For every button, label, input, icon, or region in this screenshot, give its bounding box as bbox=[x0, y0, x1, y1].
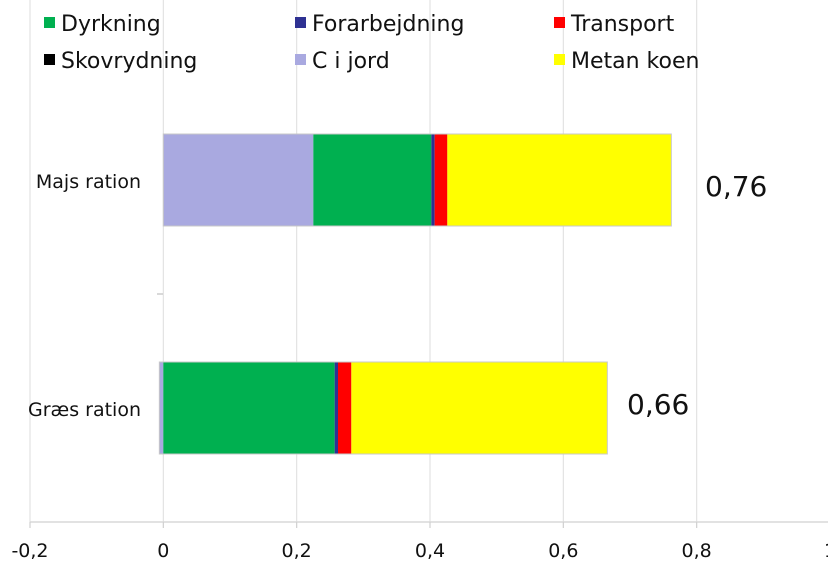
total-labels: 0,76 0,66 bbox=[627, 170, 767, 421]
legend-label: Dyrkning bbox=[61, 12, 161, 37]
legend-swatch bbox=[44, 17, 55, 28]
bar-segment bbox=[434, 134, 448, 226]
x-tick-label: 0,2 bbox=[282, 540, 312, 562]
category-labels: Majs ration Græs ration bbox=[28, 171, 141, 421]
bar-segment bbox=[431, 134, 435, 226]
bar-segment bbox=[159, 362, 164, 454]
legend-label: Forarbejdning bbox=[312, 12, 464, 37]
legend-swatch bbox=[295, 17, 306, 28]
legend-label: Metan koen bbox=[571, 49, 699, 74]
x-tick-label: 0,8 bbox=[682, 540, 712, 562]
bar-segment bbox=[334, 362, 338, 454]
category-label: Græs ration bbox=[28, 399, 141, 421]
bar-segment bbox=[351, 362, 608, 454]
x-tick-label: 0,6 bbox=[548, 540, 578, 562]
bar-segment bbox=[313, 134, 432, 226]
legend: Dyrkning Forarbejdning Transport Skovrydnin… bbox=[44, 12, 699, 74]
total-label: 0,66 bbox=[627, 388, 689, 421]
total-label: 0,76 bbox=[705, 170, 767, 203]
x-tick-label: 0,4 bbox=[415, 540, 445, 562]
x-tick-label: -0,2 bbox=[11, 540, 48, 562]
bar-outline bbox=[158, 361, 608, 455]
legend-label: Skovrydning bbox=[61, 49, 197, 74]
legend-swatch bbox=[295, 54, 306, 65]
legend-swatch bbox=[554, 17, 565, 28]
category-label: Majs ration bbox=[36, 171, 141, 193]
bar-segment bbox=[163, 362, 335, 454]
gridlines bbox=[29, 0, 698, 522]
legend-label: Transport bbox=[570, 12, 675, 37]
bar-segment bbox=[447, 134, 672, 226]
legend-swatch bbox=[554, 54, 565, 65]
bar-segment bbox=[338, 362, 352, 454]
x-tick-label: 1 bbox=[824, 540, 828, 562]
legend-label: C i jord bbox=[312, 49, 390, 74]
x-axis: -0,2 0 0,2 0,4 0,6 0,8 1 bbox=[11, 293, 828, 562]
bars bbox=[158, 133, 672, 455]
bar-segment bbox=[163, 134, 314, 226]
legend-swatch bbox=[44, 54, 55, 65]
bar-outline bbox=[162, 133, 672, 227]
x-tick-label: 0 bbox=[157, 540, 169, 562]
